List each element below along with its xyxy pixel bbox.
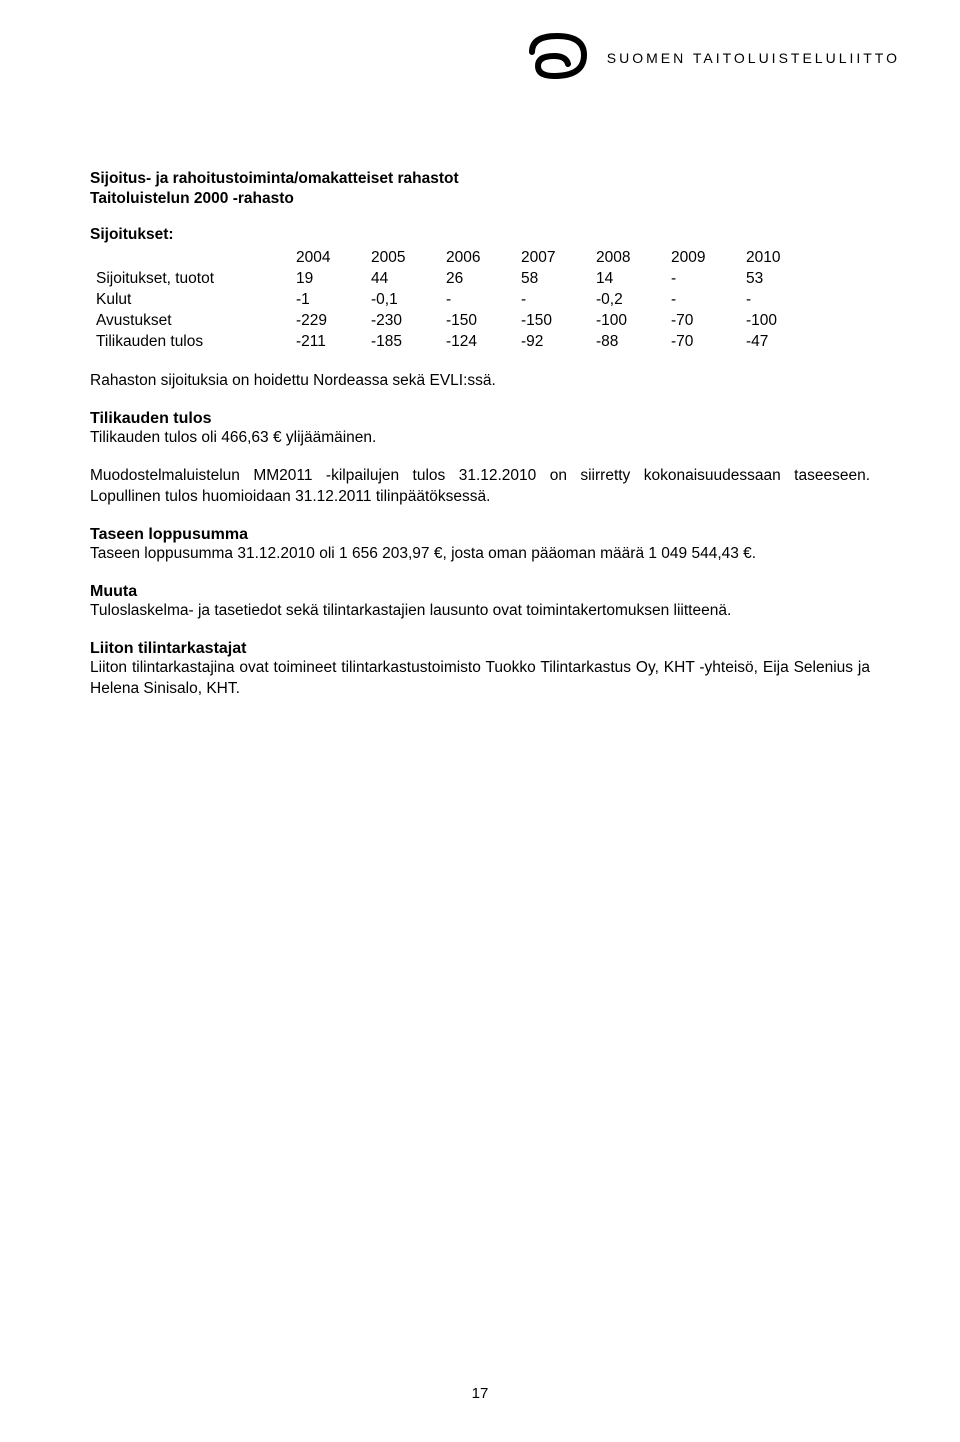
table-cell: -185: [365, 332, 440, 353]
block-title: Muuta: [90, 583, 870, 601]
table-cell: 44: [365, 269, 440, 290]
table-cell: -70: [665, 311, 740, 332]
paragraph: Rahaston sijoituksia on hoidettu Nordeas…: [90, 371, 870, 392]
block-text: Taseen loppusumma 31.12.2010 oli 1 656 2…: [90, 544, 870, 565]
table-cell: -70: [665, 332, 740, 353]
table-cell: 58: [515, 269, 590, 290]
section-block: Muuta Tuloslaskelma- ja tasetiedot sekä …: [90, 583, 870, 622]
table-cell: -100: [590, 311, 665, 332]
section-heading-1: Sijoitus- ja rahoitustoiminta/omakatteis…: [90, 170, 870, 188]
table-cell: Tilikauden tulos: [90, 332, 290, 353]
document-body: Sijoitus- ja rahoitustoiminta/omakatteis…: [90, 170, 870, 700]
table-cell: 2005: [365, 248, 440, 269]
table-cell: Avustukset: [90, 311, 290, 332]
table-cell: -150: [440, 311, 515, 332]
page-number: 17: [0, 1385, 960, 1402]
logo-swirl-icon: [522, 30, 592, 85]
table-cell: 2009: [665, 248, 740, 269]
section-heading-2: Taitoluistelun 2000 -rahasto: [90, 190, 870, 208]
table-row: Avustukset -229 -230 -150 -150 -100 -70 …: [90, 311, 815, 332]
table-cell: Kulut: [90, 290, 290, 311]
block-title: Liiton tilintarkastajat: [90, 640, 870, 658]
block-title: Taseen loppusumma: [90, 526, 870, 544]
table-cell: -229: [290, 311, 365, 332]
table-cell: -47: [740, 332, 815, 353]
investments-table: 2004 2005 2006 2007 2008 2009 2010 Sijoi…: [90, 248, 815, 353]
table-cell: 2004: [290, 248, 365, 269]
table-cell: 2010: [740, 248, 815, 269]
table-cell: 26: [440, 269, 515, 290]
block-text: Liiton tilintarkastajina ovat toimineet …: [90, 658, 870, 700]
table-cell: -150: [515, 311, 590, 332]
table-cell: -0,1: [365, 290, 440, 311]
section-block: Liiton tilintarkastajat Liiton tilintark…: [90, 640, 870, 700]
table-cell: -: [665, 290, 740, 311]
table-cell: -: [440, 290, 515, 311]
block-text: Tuloslaskelma- ja tasetiedot sekä tilint…: [90, 601, 870, 622]
table-row: Sijoitukset, tuotot 19 44 26 58 14 - 53: [90, 269, 815, 290]
table-cell: [90, 248, 290, 269]
section-block: Tilikauden tulos Tilikauden tulos oli 46…: [90, 410, 870, 449]
block-text: Tilikauden tulos oli 466,63 € ylijäämäin…: [90, 428, 870, 449]
table-cell: -124: [440, 332, 515, 353]
table-cell: -: [740, 290, 815, 311]
table-cell: -211: [290, 332, 365, 353]
table-cell: 53: [740, 269, 815, 290]
paragraph: Muodostelmaluistelun MM2011 -kilpailujen…: [90, 466, 870, 508]
table-cell: -: [665, 269, 740, 290]
table-cell: -: [515, 290, 590, 311]
header-logo: SUOMEN TAITOLUISTELULIITTO: [522, 30, 900, 85]
table-cell: 14: [590, 269, 665, 290]
table-row: Kulut -1 -0,1 - - -0,2 - -: [90, 290, 815, 311]
block-title: Tilikauden tulos: [90, 410, 870, 428]
table-cell: -88: [590, 332, 665, 353]
table-cell: -0,2: [590, 290, 665, 311]
table-cell: -92: [515, 332, 590, 353]
table-cell: Sijoitukset, tuotot: [90, 269, 290, 290]
table-cell: -1: [290, 290, 365, 311]
table-cell: -230: [365, 311, 440, 332]
table-cell: 19: [290, 269, 365, 290]
section-block: Taseen loppusumma Taseen loppusumma 31.1…: [90, 526, 870, 565]
table-cell: 2006: [440, 248, 515, 269]
table-header-row: 2004 2005 2006 2007 2008 2009 2010: [90, 248, 815, 269]
table-cell: 2008: [590, 248, 665, 269]
table-cell: 2007: [515, 248, 590, 269]
logo-text: SUOMEN TAITOLUISTELULIITTO: [607, 50, 900, 66]
table-title: Sijoitukset:: [90, 226, 870, 244]
table-cell: -100: [740, 311, 815, 332]
table-row: Tilikauden tulos -211 -185 -124 -92 -88 …: [90, 332, 815, 353]
